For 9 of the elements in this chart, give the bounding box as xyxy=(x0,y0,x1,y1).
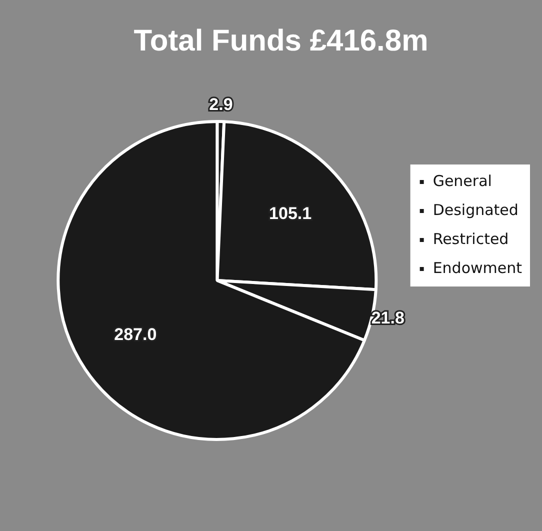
legend-label: Endowment xyxy=(432,258,522,277)
legend-label: Designated xyxy=(432,200,518,219)
chart-title: Total Funds £416.8m xyxy=(134,24,428,58)
legend-label: Restricted xyxy=(432,230,509,248)
data-label: 105.1 xyxy=(269,204,312,224)
data-label: 21.8 xyxy=(371,308,404,328)
data-label: 287.0 xyxy=(114,325,157,344)
legend-label: General xyxy=(432,172,492,190)
data-label: 2.9 xyxy=(209,95,233,114)
